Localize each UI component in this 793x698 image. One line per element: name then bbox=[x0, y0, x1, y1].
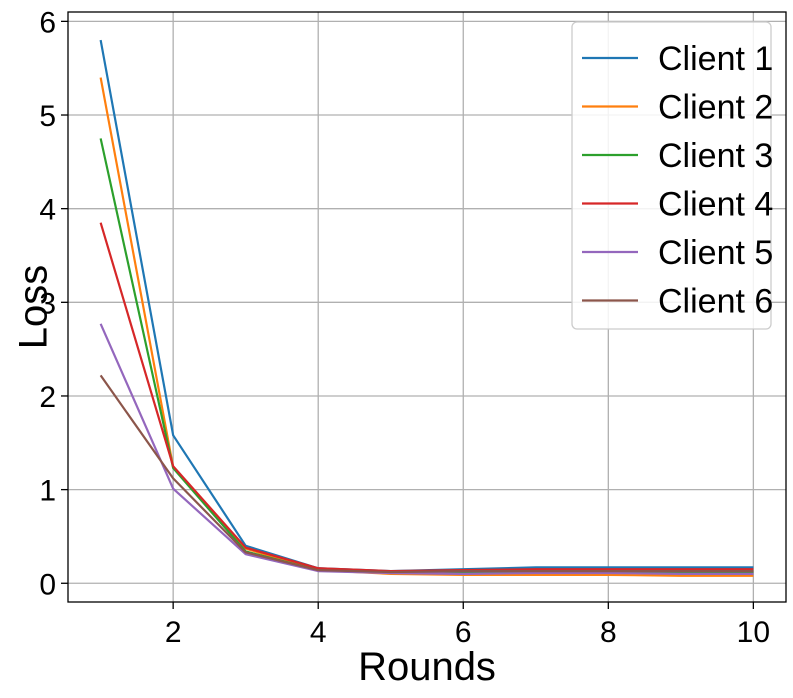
y-tick-label: 5 bbox=[39, 100, 56, 133]
axis-ticks: 2 4 6 8 10 0 1 2 3 4 5 6 bbox=[39, 6, 770, 649]
x-axis-label: Rounds bbox=[358, 645, 496, 689]
x-tick-label: 10 bbox=[737, 616, 770, 649]
legend-label-client-1: Client 1 bbox=[658, 40, 773, 78]
x-tick-label: 2 bbox=[165, 616, 182, 649]
x-tick-label: 8 bbox=[600, 616, 617, 649]
plot-area-frame bbox=[67, 11, 787, 603]
legend: Client 1 Client 2 Client 3 Client 4 Client 5… bbox=[571, 21, 773, 330]
series-lines bbox=[99, 39, 754, 577]
legend-label-client-2: Client 2 bbox=[658, 89, 773, 127]
legend-label-client-5: Client 5 bbox=[658, 234, 773, 272]
y-tick-label: 3 bbox=[39, 287, 56, 320]
y-tick-label: 6 bbox=[39, 6, 56, 39]
y-axis-label: Loss bbox=[12, 265, 56, 350]
legend-label-client-6: Client 6 bbox=[658, 283, 773, 321]
x-tick-label: 4 bbox=[310, 616, 327, 649]
y-tick-label: 4 bbox=[39, 194, 56, 227]
y-tick-label: 1 bbox=[39, 475, 56, 508]
y-tick-label: 0 bbox=[39, 568, 56, 601]
x-tick-label: 6 bbox=[455, 616, 472, 649]
series-line-client-5 bbox=[99, 323, 754, 576]
y-tick-label: 2 bbox=[39, 381, 56, 414]
series-line-client-6 bbox=[99, 374, 754, 574]
legend-label-client-4: Client 4 bbox=[658, 186, 773, 224]
legend-label-client-3: Client 3 bbox=[658, 137, 773, 175]
